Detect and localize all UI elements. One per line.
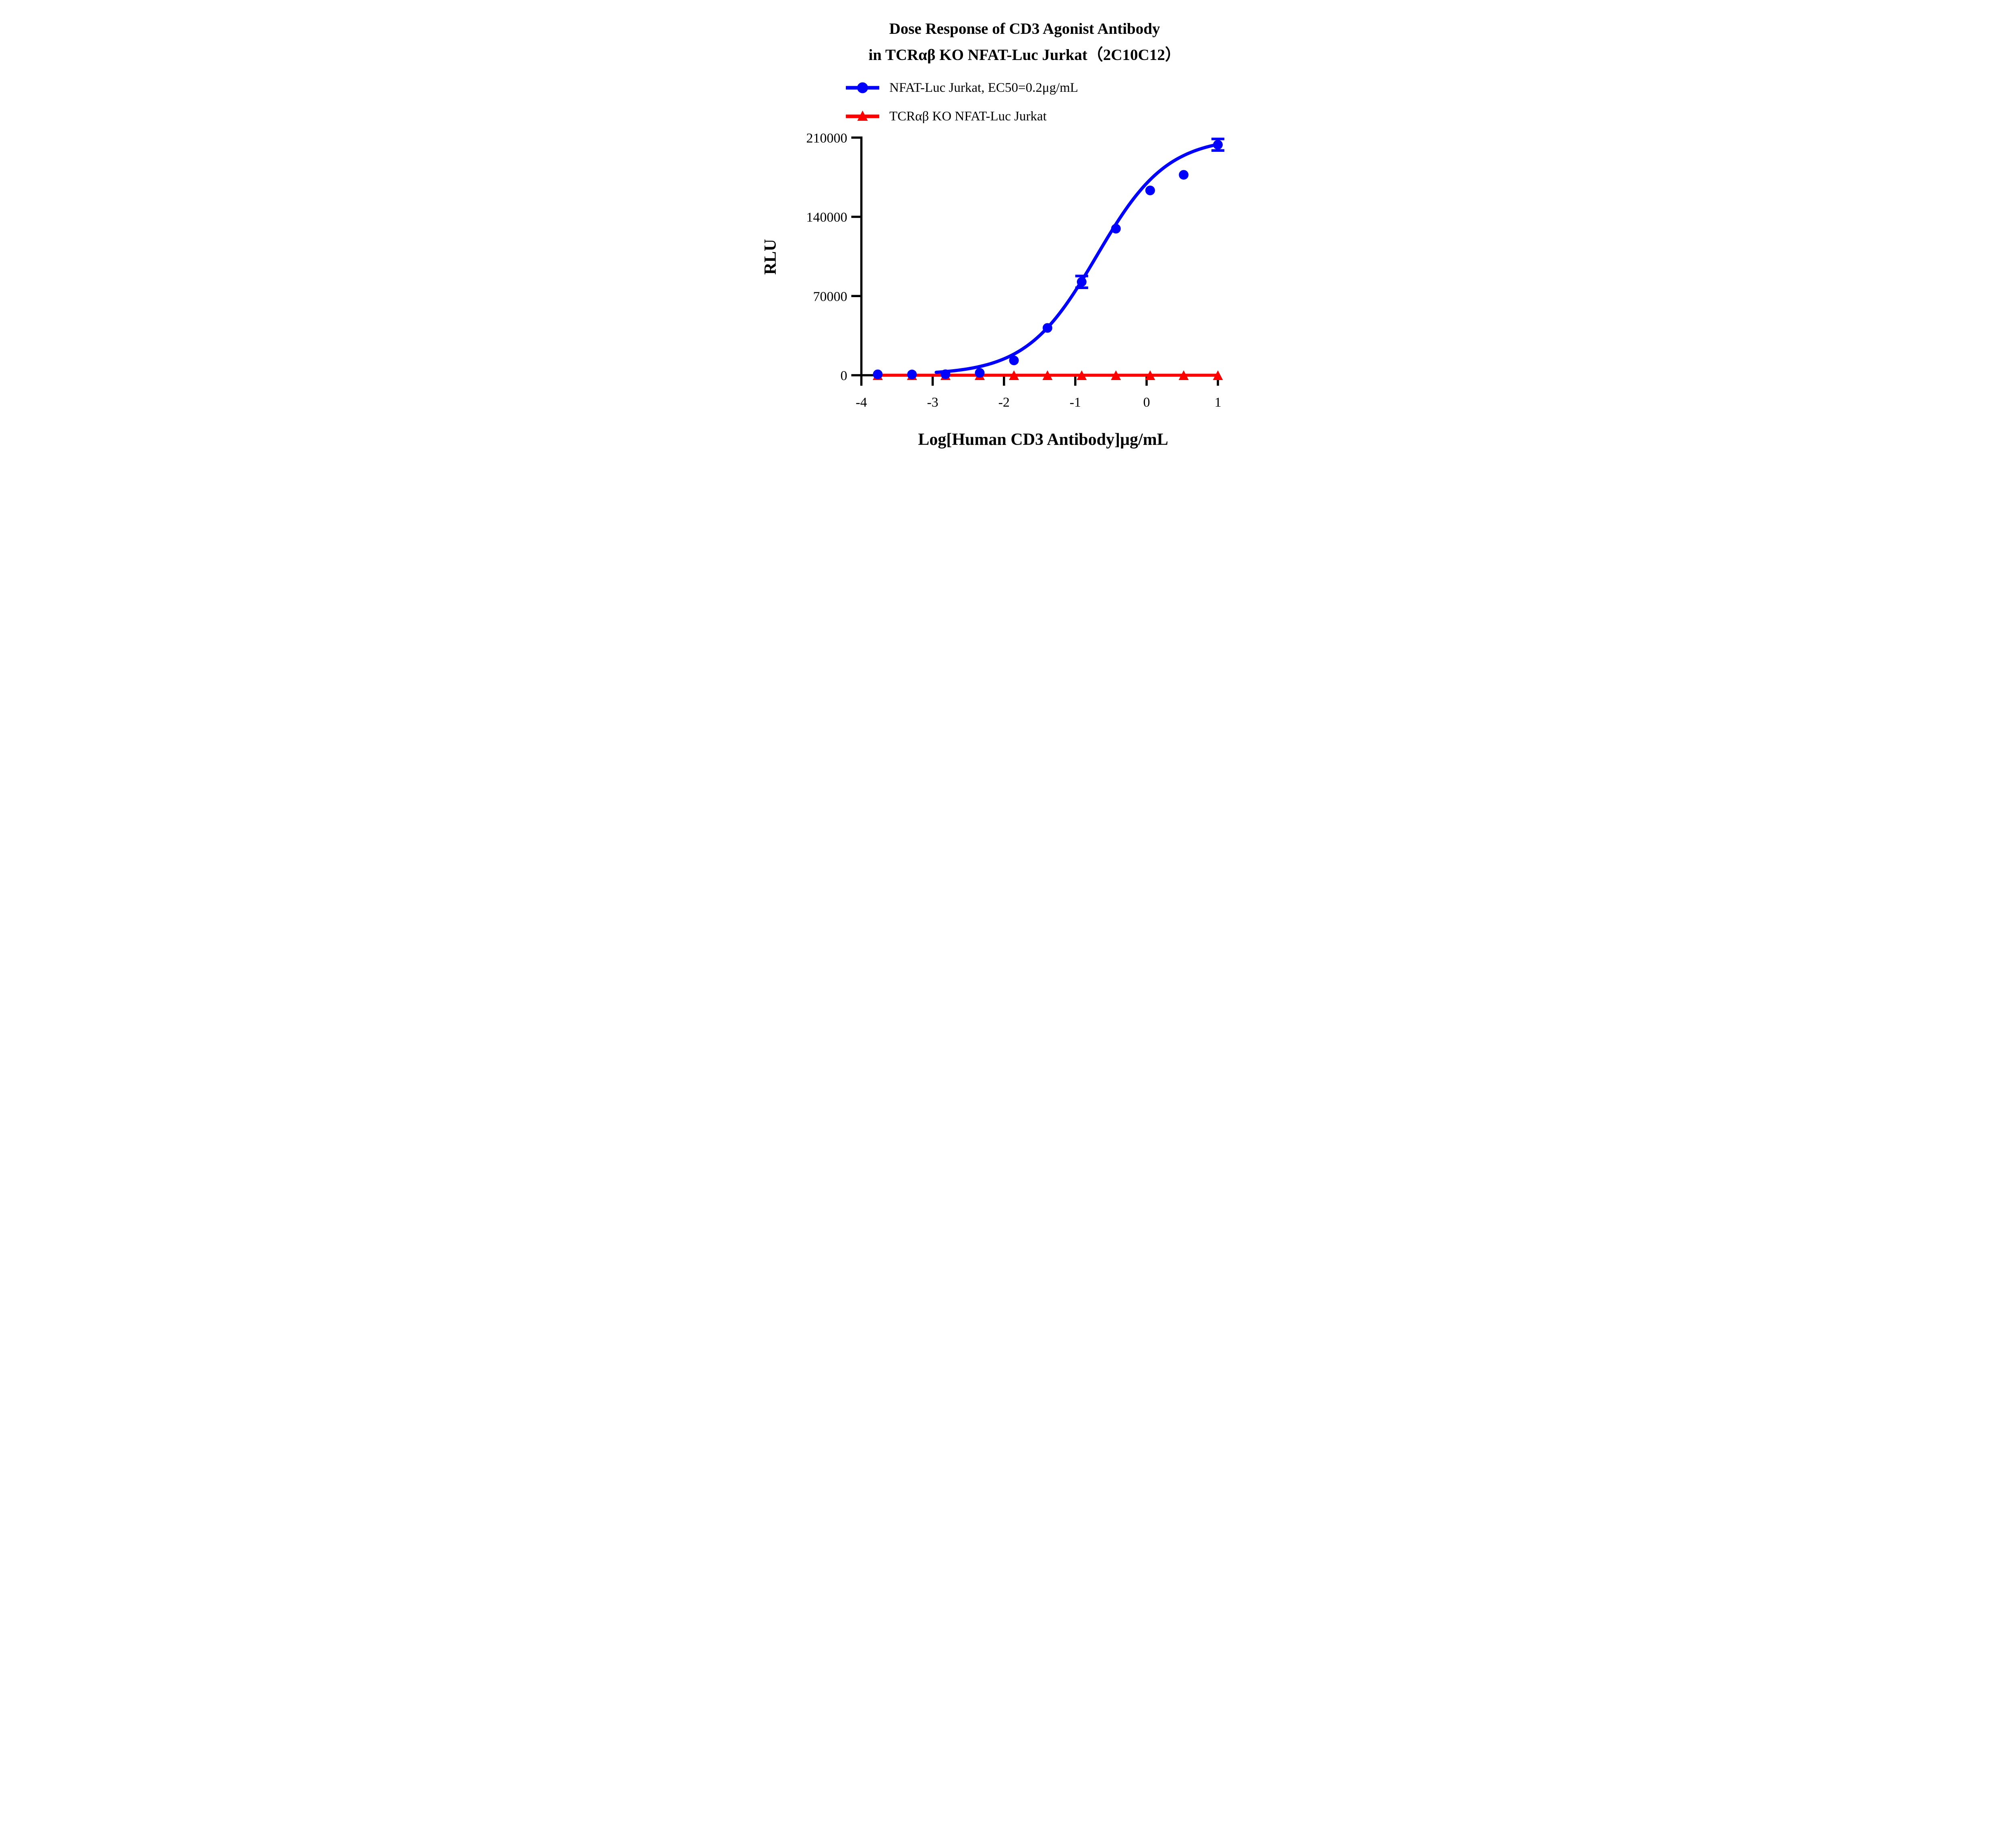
legend-label-nfat-jurkat: NFAT-Luc Jurkat, EC50=0.2μg/mL bbox=[889, 80, 1078, 95]
nfat-jurkat-fit-curve bbox=[934, 143, 1220, 374]
x-tick-label: -4 bbox=[856, 395, 867, 410]
nfat-jurkat-data-point bbox=[1145, 186, 1155, 196]
y-tick-label: 210000 bbox=[806, 131, 847, 146]
chart-title-line-2: in TCRαβ KO NFAT-Luc Jurkat（2C10C12） bbox=[868, 46, 1181, 64]
tcrab-ko-data-point bbox=[1077, 370, 1087, 380]
tcrab-ko-data-point bbox=[1009, 370, 1019, 380]
tcrab-ko-data-point bbox=[1178, 370, 1189, 380]
nfat-jurkat-data-point bbox=[907, 370, 917, 380]
legend-item-tcrab-ko: TCRαβ KO NFAT-Luc Jurkat bbox=[845, 107, 1047, 125]
nfat-jurkat-data-point bbox=[1077, 277, 1087, 287]
x-tick-label: 1 bbox=[1215, 395, 1221, 410]
x-tick-label: -2 bbox=[998, 395, 1010, 410]
y-tick-label: 0 bbox=[841, 368, 847, 383]
legend-label-tcrab-ko: TCRαβ KO NFAT-Luc Jurkat bbox=[889, 109, 1047, 124]
tcrab-ko-data-point bbox=[1213, 370, 1223, 380]
tcrab-ko-data-point bbox=[1042, 370, 1053, 380]
nfat-jurkat-data-point bbox=[1213, 140, 1223, 150]
legend-marker-red-triangle-icon bbox=[846, 110, 879, 121]
x-tick-label: 0 bbox=[1143, 395, 1150, 410]
x-tick-label: -3 bbox=[927, 395, 938, 410]
legend-marker-blue-circle-icon bbox=[846, 82, 879, 93]
nfat-jurkat-data-point bbox=[940, 369, 951, 379]
dose-response-chart: Dose Response of CD3 Agonist Antibody in… bbox=[738, 0, 1275, 462]
chart-title-line-1: Dose Response of CD3 Agonist Antibody bbox=[889, 20, 1160, 37]
y-tick-label: 70000 bbox=[813, 289, 847, 304]
x-tick-label: -1 bbox=[1070, 395, 1081, 410]
nfat-jurkat-data-point bbox=[1111, 224, 1121, 234]
tcrab-ko-data-point bbox=[1145, 370, 1155, 380]
plot-area: 0 70000 140000 210000 -4 -3 -2 -1 0 1 bbox=[806, 131, 1225, 410]
nfat-jurkat-data-point bbox=[1009, 356, 1019, 366]
tcrab-ko-data-point bbox=[1111, 370, 1121, 380]
legend-item-nfat-jurkat: NFAT-Luc Jurkat, EC50=0.2μg/mL bbox=[845, 79, 1078, 97]
nfat-jurkat-data-point bbox=[873, 369, 883, 379]
nfat-jurkat-data-point bbox=[1179, 170, 1189, 180]
nfat-jurkat-data-point bbox=[975, 368, 985, 378]
nfat-jurkat-data-point bbox=[1042, 323, 1052, 333]
x-axis-title: Log[Human CD3 Antibody]μg/mL bbox=[918, 430, 1168, 449]
y-tick-label: 140000 bbox=[806, 210, 847, 225]
